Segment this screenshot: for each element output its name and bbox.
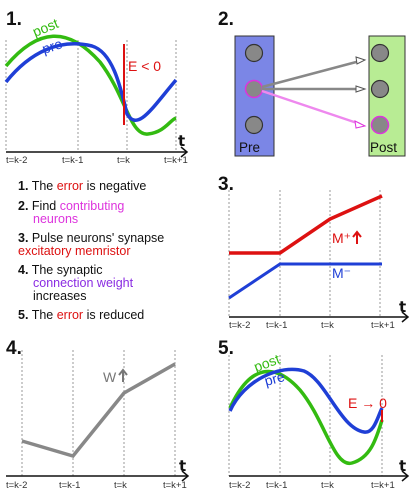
step-4-text: 4. The synaptic [18, 263, 103, 277]
step-1-num: 1. [18, 179, 28, 193]
panel-1-grid [5, 40, 177, 152]
step-3-num: 3. [18, 231, 28, 245]
panel-5-tick-label: t=k-2 [229, 480, 250, 491]
panel-1-pre-label: pre [40, 35, 64, 57]
m-minus-line [228, 262, 382, 300]
step-1-text: 1. The error is negative [18, 179, 146, 193]
panel-3-grid [228, 190, 381, 317]
panel-3-axis-arrowhead [401, 311, 410, 323]
step-2-line2: neurons [33, 212, 78, 226]
step-5-part: is reduced [83, 308, 144, 322]
panel-4-axis-arrowhead [181, 470, 190, 482]
panel-5-tick-label: t=k+1 [371, 480, 395, 491]
synapse-line-contributing [261, 89, 361, 126]
pre-neuron-node [244, 115, 264, 135]
panel-5-tick-label: t=k [321, 480, 334, 491]
panel-1-t-label: t [178, 132, 185, 150]
panel-1-number: 1. [6, 9, 22, 30]
step-5-part: error [57, 308, 83, 322]
panel-1-tick-label: t=k-1 [62, 155, 83, 166]
panel-5-tick-label: t=k-1 [266, 480, 287, 491]
pre-neuron-node-contributing [244, 79, 264, 99]
m-plus-line [229, 194, 383, 255]
panel-4-tick-label: t=k-2 [6, 480, 27, 491]
step-3-part: Pulse neurons' synapse [32, 231, 164, 245]
synapse-tip [355, 85, 367, 93]
post-neuron-node [370, 79, 390, 99]
panel-4-number: 4. [6, 338, 22, 359]
panel-1-post-curve [4, 34, 177, 136]
panel-5-t-label: t [399, 457, 406, 475]
step-3-line2: excitatory memristor [18, 244, 131, 258]
panel-3-number: 3. [218, 174, 234, 195]
post-box-label: Post [370, 140, 397, 155]
step-4-line3: increases [33, 289, 87, 303]
step-1-part: error [57, 179, 83, 193]
panel-3: 3. t t=k-2 t=k-1 t=k t=k+1 M⁺ M⁻ [218, 174, 410, 331]
step-2-part: Find [32, 199, 60, 213]
panel-3-tick-label: t=k-2 [229, 320, 250, 331]
synapse-tip [355, 56, 367, 65]
w-label: W [103, 369, 117, 385]
panel-3-tick-label: t=k+1 [371, 320, 395, 331]
panel-3-tick-label: t=k-1 [266, 320, 287, 331]
arrow-up-icon [118, 368, 128, 382]
m-minus-label: M⁻ [332, 265, 351, 281]
step-5-num: 5. [18, 308, 28, 322]
panel-5-error-label: E → 0 [348, 395, 387, 411]
synapse-tip-contributing [354, 120, 367, 129]
panel-1: 1. t t=k-2 t=k-1 t=k t=k+1 post pre E < … [4, 9, 189, 166]
step-5-text: 5. The error is reduced [18, 308, 144, 322]
panel-4-tick-label: t=k-1 [59, 480, 80, 491]
step-2-text: 2. Find contributing [18, 199, 124, 213]
panel-4-t-label: t [179, 457, 186, 475]
panel-4-tick-label: t=k+1 [163, 480, 187, 491]
panel-5: 5. t t=k-2 t=k-1 t=k t=k+1 post pre E → … [218, 338, 410, 491]
pre-box-label: Pre [239, 140, 260, 155]
arrow-up-icon [352, 230, 362, 244]
m-plus-label: M⁺ [332, 230, 351, 246]
synapse-line [261, 59, 361, 89]
panel-5-number: 5. [218, 338, 234, 359]
panel-1-error-label: E < 0 [128, 58, 161, 74]
panel-2: 2. Pre Post [218, 9, 406, 157]
step-4-num: 4. [18, 263, 28, 277]
panel-1-pre-curve [4, 42, 178, 122]
post-neuron-node [370, 43, 390, 63]
panel-1-axis-arrowhead [180, 146, 189, 158]
step-5-part: The [32, 308, 57, 322]
panel-5-pre-label: pre [263, 368, 287, 389]
post-neuron-node-target [370, 115, 390, 135]
panel-3-tick-label: t=k [321, 320, 334, 331]
panel-2-number: 2. [218, 9, 234, 30]
panel-5-axis-arrowhead [401, 470, 410, 482]
steps-list: 1. The error is negative 2. Find contrib… [18, 179, 164, 322]
step-2-part: contributing [60, 199, 125, 213]
panel-5-post-curve [228, 369, 384, 465]
step-4-part: The synaptic [32, 263, 103, 277]
panel-1-tick-label: t=k+1 [164, 155, 188, 166]
panel-5-pre-curve [228, 367, 384, 434]
step-1-part: is negative [83, 179, 146, 193]
step-2-num: 2. [18, 199, 28, 213]
panel-1-tick-label: t=k [117, 155, 130, 166]
panel-4-grid [21, 350, 176, 476]
panel-4-tick-label: t=k [114, 480, 127, 491]
panel-1-tick-label: t=k-2 [6, 155, 27, 166]
step-4-line2: connection weight [33, 276, 134, 290]
synapse-lines [261, 56, 367, 129]
weight-curve [21, 362, 176, 459]
step-1-part: The [32, 179, 57, 193]
panel-3-t-label: t [399, 298, 406, 316]
panel-4: 4. t t=k-2 t=k-1 t=k t=k+1 W [6, 338, 190, 491]
step-3-text: 3. Pulse neurons' synapse [18, 231, 164, 245]
pre-neuron-node [244, 43, 264, 63]
